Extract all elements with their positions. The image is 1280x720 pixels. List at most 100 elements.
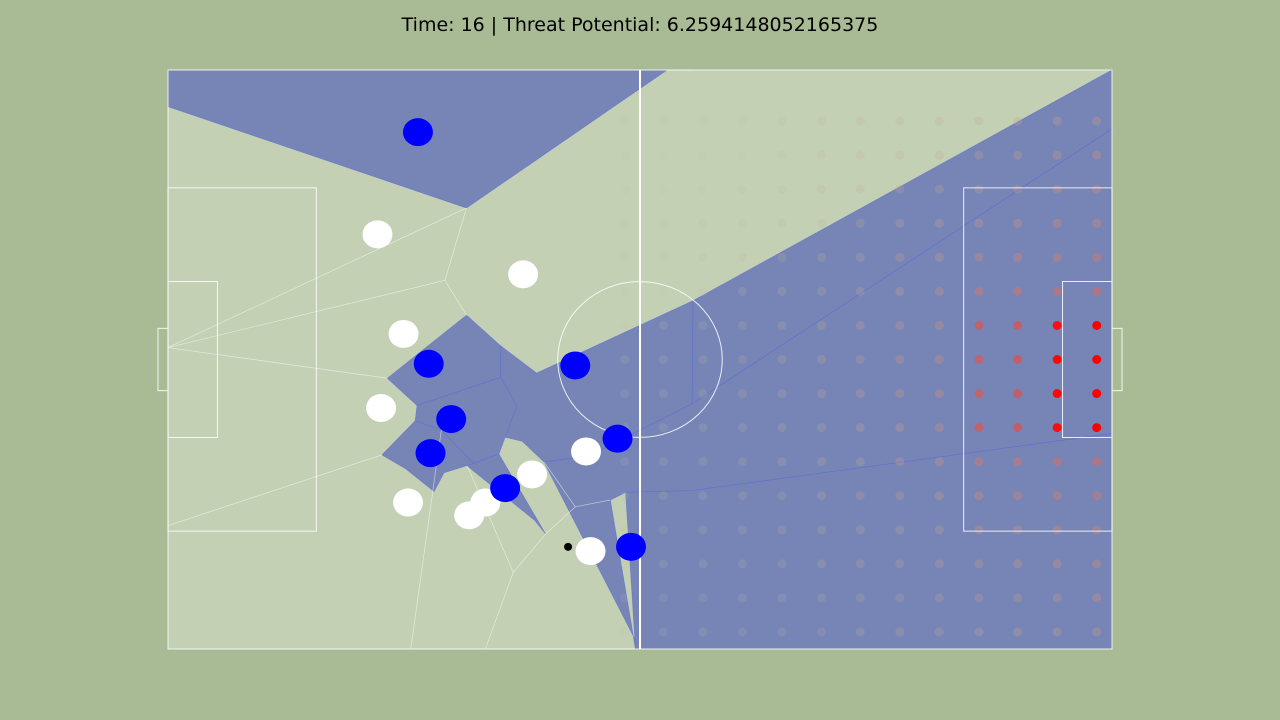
threat-dot [698, 559, 708, 569]
threat-dot [1092, 627, 1102, 637]
threat-dot [1052, 423, 1062, 433]
threat-dot [698, 286, 708, 296]
threat-dot [855, 559, 865, 569]
threat-dot [1013, 559, 1023, 569]
threat-dot [855, 389, 865, 399]
threat-dot [934, 389, 944, 399]
threat-dot [1013, 355, 1023, 364]
threat-dot [855, 286, 865, 296]
threat-dot [855, 252, 865, 262]
threat-dot [777, 389, 787, 399]
blue-player [415, 439, 446, 468]
region-edge-5 [167, 279, 445, 348]
threat-dot [934, 355, 944, 364]
threat-dot [1092, 457, 1102, 467]
threat-dot [934, 252, 944, 262]
center-circle [557, 281, 723, 438]
ball [564, 542, 573, 551]
threat-dot [658, 457, 668, 467]
threat-dot [777, 423, 787, 433]
threat-dot [620, 627, 630, 637]
threat-dot [620, 150, 630, 160]
threat-dot [855, 593, 865, 603]
threat-dot [817, 320, 827, 330]
threat-dot [934, 218, 944, 228]
threat-dot [1092, 593, 1102, 603]
threat-dot [737, 457, 747, 467]
threat-dot [895, 593, 905, 603]
threat-dot [895, 355, 905, 364]
threat-dot [934, 491, 944, 501]
threat-dot [1092, 423, 1102, 433]
threat-dot [974, 355, 984, 364]
threat-dot [698, 389, 708, 399]
threat-dot [777, 525, 787, 535]
threat-dot [934, 150, 944, 160]
threat-dot [974, 491, 984, 501]
threat-dot [895, 252, 905, 262]
region-edge-1 [167, 347, 388, 379]
blue-player [413, 349, 444, 378]
threat-dot [658, 252, 668, 262]
threat-dot [895, 116, 905, 126]
threat-dot [855, 150, 865, 160]
threat-dot [1052, 116, 1062, 126]
threat-dot [777, 559, 787, 569]
white-player [508, 260, 539, 289]
threat-dot [855, 423, 865, 433]
threat-dot [895, 457, 905, 467]
threat-dot [1052, 593, 1062, 603]
threat-dot [895, 218, 905, 228]
threat-dot [1013, 491, 1023, 501]
threat-dot [737, 491, 747, 501]
white-player [575, 537, 606, 566]
threat-dot [698, 150, 708, 160]
threat-dot [855, 320, 865, 330]
threat-grid [620, 116, 1102, 637]
threat-dot [777, 627, 787, 637]
threat-dot [934, 116, 944, 126]
threat-dot [737, 389, 747, 399]
threat-dot [817, 389, 827, 399]
threat-dot [620, 252, 630, 262]
threat-dot [1013, 150, 1023, 160]
threat-dot [620, 389, 630, 399]
threat-dot [698, 320, 708, 330]
threat-dot [934, 184, 944, 194]
threat-dot [934, 559, 944, 569]
threat-dot [855, 627, 865, 637]
threat-dot [1052, 320, 1062, 330]
threat-dot [658, 525, 668, 535]
threat-dot [817, 218, 827, 228]
threat-dot [1052, 286, 1062, 296]
threat-dot [1092, 150, 1102, 160]
threat-dot [1092, 320, 1102, 330]
threat-dot [698, 116, 708, 126]
right-goal [1111, 327, 1123, 392]
threat-dot [1013, 423, 1023, 433]
threat-dot [895, 184, 905, 194]
threat-dot [1052, 252, 1062, 262]
threat-dot [620, 320, 630, 330]
threat-dot [698, 457, 708, 467]
threat-dot [1092, 355, 1102, 364]
threat-dot [1013, 218, 1023, 228]
threat-dot [620, 218, 630, 228]
threat-dot [698, 355, 708, 364]
white-player [366, 394, 397, 423]
threat-dot [934, 320, 944, 330]
threat-dot [737, 593, 747, 603]
threat-dot [1013, 184, 1023, 194]
threat-dot [1092, 491, 1102, 501]
threat-dot [777, 252, 787, 262]
region-edge-6 [410, 430, 442, 650]
threat-dot [737, 150, 747, 160]
threat-dot [934, 286, 944, 296]
threat-dot [1013, 627, 1023, 637]
threat-dot [1092, 252, 1102, 262]
threat-dot [1013, 457, 1023, 467]
threat-dot [974, 150, 984, 160]
threat-dot [974, 252, 984, 262]
threat-dot [974, 559, 984, 569]
threat-dot [1052, 355, 1062, 364]
